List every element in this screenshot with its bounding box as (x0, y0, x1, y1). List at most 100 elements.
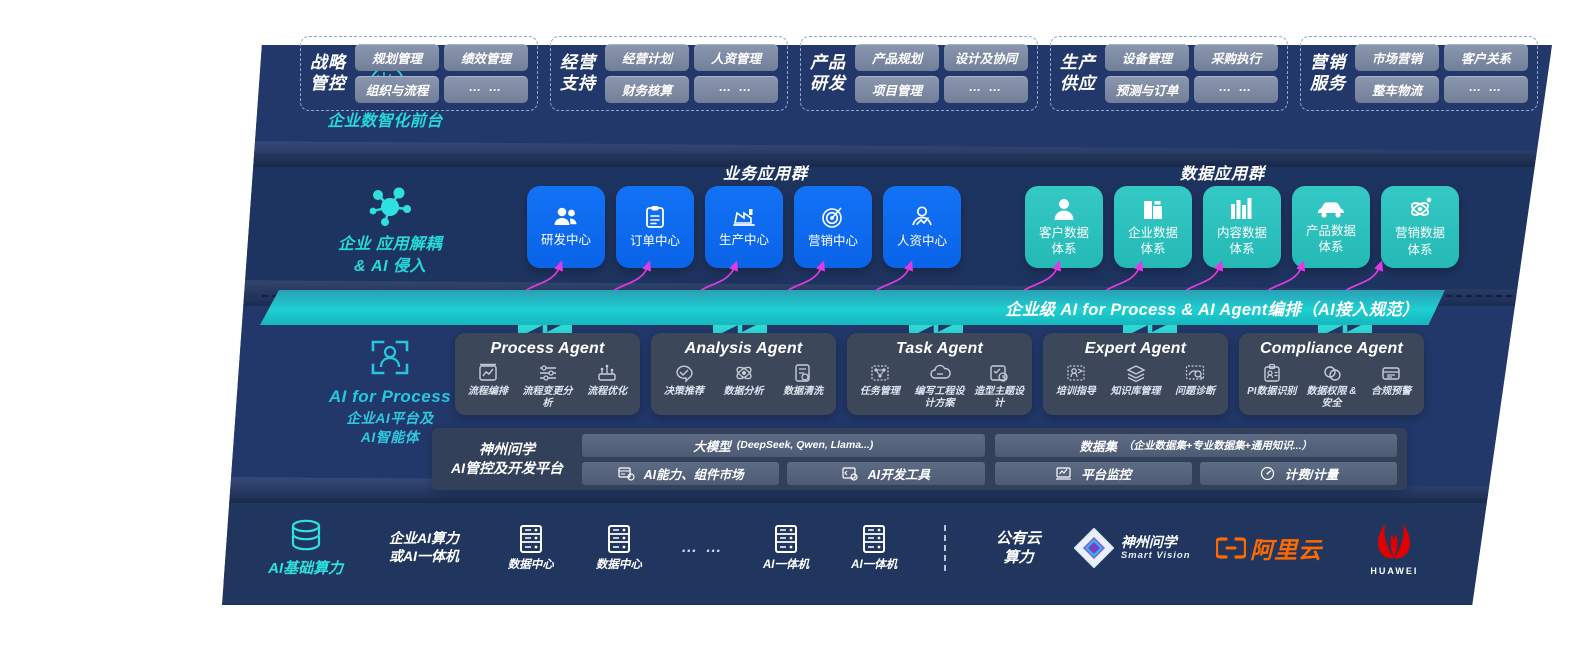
data-card-label: 营销数据 (1394, 226, 1445, 241)
agent-function[interactable]: 知识库管理 (1107, 363, 1165, 398)
agent-function[interactable]: 合规预警 (1362, 363, 1420, 410)
chip[interactable]: 市场营销 (1355, 44, 1439, 71)
platform-llm-bar[interactable]: 大模型 (DeepSeek, Qwen, Llama...) (582, 433, 985, 457)
database-icon (291, 520, 320, 551)
domain-title-operations: 经营 支持 (560, 53, 596, 93)
chip[interactable]: … … (1194, 76, 1278, 103)
chip[interactable]: 财务核算 (605, 76, 689, 103)
agent-function[interactable]: PI数据识别 (1243, 363, 1301, 410)
data-card-product[interactable]: 产品数据 体系 (1292, 186, 1370, 268)
data-card-label2: 体系 (1051, 242, 1077, 256)
platform-brand-line2: AI管控及开发平台 (451, 460, 563, 476)
flow-chart-icon (479, 363, 497, 381)
chip[interactable]: … … (1444, 76, 1528, 103)
agent-card-compliance[interactable]: Compliance Agent PI数据识别 数据权限 & 安全 合规预警 (1239, 333, 1424, 415)
rail-label-decoupling-1: 企业 应用解耦 (338, 236, 442, 253)
target-icon (822, 207, 842, 228)
agent-function[interactable]: 编写工程设计方案 (911, 363, 969, 410)
infra-node-ellipsis: … … (681, 538, 724, 556)
factory-icon (733, 208, 755, 226)
agent-function[interactable]: 数据权限 & 安全 (1303, 363, 1361, 410)
design-check-icon (990, 365, 1008, 382)
infra-node-aio-1: AI一体机 (742, 524, 830, 573)
platform-ability-market[interactable]: AI能力、组件市场 (582, 461, 780, 485)
chip[interactable]: 客户关系 (1444, 44, 1528, 71)
agent-name: Analysis Agent (684, 340, 803, 357)
app-card-label: 生产中心 (718, 232, 769, 247)
chip[interactable]: 绩效管理 (444, 44, 528, 71)
chip[interactable]: 设备管理 (1105, 44, 1189, 71)
data-card-marketing[interactable]: 营销数据 体系 (1381, 186, 1459, 268)
agent-function[interactable]: 培训指导 (1047, 363, 1105, 398)
chip[interactable]: 组织与流程 (355, 76, 439, 103)
platform-monitoring[interactable]: 平台监控 (994, 461, 1192, 485)
agent-card-analysis[interactable]: Analysis Agent 决策推荐 数据分析 数据清洗 (651, 333, 836, 415)
domain-group-strategy: 战略 管控 规划管理 绩效管理 组织与流程 … … (300, 36, 538, 111)
chip[interactable]: … … (444, 76, 528, 103)
agent-function[interactable]: 任务管理 (851, 363, 909, 410)
platform-brand: 神州问学 AI管控及开发平台 (432, 440, 582, 478)
content-bars-icon (1231, 197, 1252, 219)
app-card-order-center[interactable]: 订单中心 (616, 186, 694, 268)
chip[interactable]: 设计及协同 (944, 44, 1028, 71)
infrastructure-row: AI基础算力 企业AI算力 或AI一体机 数据中心 数据中心 … … AI一体机 … (250, 498, 1450, 598)
data-card-label2: 体系 (1318, 240, 1344, 254)
agent-function[interactable]: 决策推荐 (655, 363, 713, 398)
optimize-icon (598, 364, 616, 381)
data-card-label2: 体系 (1140, 242, 1166, 256)
settings-list-icon (539, 365, 556, 381)
agent-card-process[interactable]: Process Agent 流程编排 流程变更分析 流程优化 (455, 333, 640, 415)
data-card-customer[interactable]: 客户数据 体系 (1025, 186, 1103, 268)
agent-function[interactable]: 流程优化 (578, 363, 636, 410)
agent-name: Task Agent (895, 340, 984, 357)
diagnose-icon (1186, 365, 1205, 380)
atom-icon (1410, 198, 1431, 217)
data-card-content[interactable]: 内容数据 体系 (1203, 186, 1281, 268)
chip[interactable]: 采购执行 (1194, 44, 1278, 71)
person-chart-icon (912, 206, 932, 226)
app-card-hr-center[interactable]: 人资中心 (883, 186, 961, 268)
data-card-enterprise[interactable]: 企业数据 体系 (1114, 186, 1192, 268)
chip[interactable]: … … (694, 76, 778, 103)
chip[interactable]: 人资管理 (694, 44, 778, 71)
platform-dataset-bar[interactable]: 数据集 （企业数据集+专业数据集+通用知识...） (994, 433, 1397, 457)
agent-card-task[interactable]: Task Agent 任务管理 编写工程设计方案 造型主题设计 (847, 333, 1032, 415)
domain-title-product-rd: 产品 研发 (810, 53, 846, 93)
task-network-icon (871, 365, 889, 381)
rail-item-ai-for-process: AI for Process 企业AI平台及 AI智能体 (295, 335, 485, 447)
devtool-icon (842, 466, 858, 481)
rail-sublabel-aifp-2: AI智能体 (360, 428, 420, 445)
agent-function[interactable]: 流程变更分析 (519, 363, 577, 410)
agent-function[interactable]: 问题诊断 (1166, 363, 1224, 398)
platform-brand-line1: 神州问学 (479, 441, 535, 458)
app-card-marketing-center[interactable]: 营销中心 (794, 186, 872, 268)
chip[interactable]: 预测与订单 (1105, 76, 1189, 103)
server-icon (607, 524, 630, 553)
app-card-label: 订单中心 (629, 233, 680, 248)
agent-function[interactable]: 数据分析 (715, 363, 773, 398)
layer-band-infra (222, 498, 1552, 605)
infra-head-label: AI基础算力 (268, 560, 344, 578)
person-icon (1054, 198, 1074, 220)
chip[interactable]: 经营计划 (605, 44, 689, 71)
chip[interactable]: 项目管理 (855, 76, 939, 103)
agent-card-expert[interactable]: Expert Agent 培训指导 知识库管理 问题诊断 (1043, 333, 1228, 415)
platform-billing[interactable]: 计费/计量 (1199, 461, 1397, 485)
domain-title-production-supply: 生产 供应 (1060, 53, 1096, 93)
domain-group-operations: 经营 支持 经营计划 人资管理 财务核算 … … (550, 36, 788, 111)
agent-function[interactable]: 流程编排 (459, 363, 517, 410)
rail-sublabel-aifp-1: 企业AI平台及 (346, 409, 434, 426)
server-icon (774, 524, 797, 553)
chip[interactable]: 产品规划 (855, 44, 939, 71)
chip[interactable]: … … (944, 76, 1028, 103)
decision-icon (676, 365, 693, 383)
app-card-production-center[interactable]: 生产中心 (705, 186, 783, 268)
data-app-cards: 客户数据 体系 企业数据 体系 内容数据 体系 产品数据 体系 营销数据 体系 (1025, 186, 1459, 268)
platform-dev-tools[interactable]: AI开发工具 (787, 461, 985, 485)
chip[interactable]: 规划管理 (355, 44, 439, 71)
agent-function[interactable]: 造型主题设计 (970, 363, 1028, 410)
chip[interactable]: 整车物流 (1355, 76, 1439, 103)
agent-function[interactable]: 数据清洗 (774, 363, 832, 398)
app-card-rd-center[interactable]: 研发中心 (527, 186, 605, 268)
